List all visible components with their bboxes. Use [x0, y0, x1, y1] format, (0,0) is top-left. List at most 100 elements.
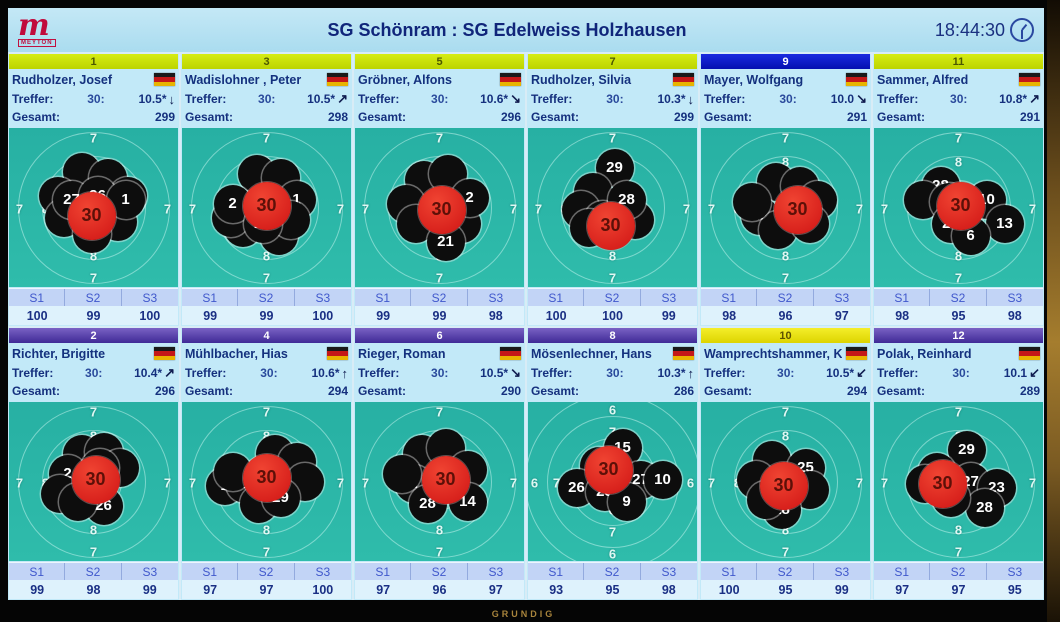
ring-number-label: 8 — [781, 154, 790, 169]
lane-number: 11 — [952, 55, 965, 68]
series-value-cell: 100 — [139, 308, 161, 323]
trend-arrow-icon: ↘ — [856, 91, 867, 106]
shooter-panel: 5 Gröbner, Alfons Treffer: 30: 10.6* ↘ G… — [354, 54, 525, 326]
ring-number-label: 7 — [509, 475, 518, 490]
trend-arrow-icon: ↙ — [856, 365, 867, 380]
ring-number-label: 7 — [880, 475, 889, 490]
gesamt-label: Gesamt: — [877, 110, 926, 124]
series-value-cell: 99 — [834, 582, 849, 597]
shots-count: 30: — [431, 92, 449, 106]
shot-marker: 13 — [985, 204, 1024, 243]
ring-number-label: 7 — [188, 201, 197, 216]
trend-arrow-icon: ↘ — [510, 365, 521, 380]
target-ring — [17, 405, 170, 558]
shooter-name: Wadislohner , Peter — [185, 72, 302, 87]
target-display: 78787872830 — [701, 128, 870, 287]
series-header-cell: S1 — [528, 563, 585, 580]
series-value-cell: 99 — [30, 582, 45, 597]
tv-brand-logo: GRUNDIG — [491, 609, 556, 619]
clock-time: 18:44:30 — [934, 19, 1005, 40]
ring-number-label: 7 — [435, 130, 444, 145]
series-header-row: S1 S2 S3 — [874, 562, 1043, 580]
series-value-cell: 93 — [549, 582, 564, 597]
ring-number-label: 6 — [608, 402, 617, 417]
lane-number: 12 — [952, 329, 965, 342]
trend-arrow-icon: ↙ — [1029, 365, 1040, 380]
ring-number-label: 7 — [855, 475, 864, 490]
series-header-row: S1 S2 S3 — [701, 288, 870, 306]
treffer-label: Treffer: — [12, 366, 54, 380]
series-values-row: 97 97 95 — [874, 580, 1043, 599]
scoreboard-screen: m MEYTON SG Schönram : SG Edelweiss Holz… — [8, 8, 1044, 600]
shooter-name-row: Rudholzer, Silvia — [527, 69, 698, 90]
series-header-cell: S3 — [661, 290, 677, 305]
series-value-cell: 97 — [951, 582, 966, 597]
target-display: 7878787272612930 — [9, 128, 178, 287]
treffer-row: Treffer: 30: 10.0 ↘ — [700, 90, 871, 108]
series-header-row: S1 S2 S3 — [701, 562, 870, 580]
ring-number-label: 7 — [855, 201, 864, 216]
average-value: 10.3* — [657, 92, 686, 106]
target-ring — [190, 131, 343, 284]
shooter-name-row: Mösenlechner, Hans — [527, 343, 698, 364]
ring-number-label: 7 — [608, 524, 617, 539]
lane-number-bar: 9 — [701, 54, 870, 69]
series-values-row: 93 95 98 — [528, 580, 697, 599]
shooter-panel: 8 Mösenlechner, Hans Treffer: 30: 10.3* … — [527, 328, 698, 600]
series-header-cell: S1 — [701, 563, 758, 580]
ring-number-label: 8 — [954, 248, 963, 263]
lane-number: 2 — [90, 329, 97, 342]
series-value-cell: 98 — [661, 582, 676, 597]
series-values-row: 100 95 99 — [701, 580, 870, 599]
series-value-cell: 99 — [142, 582, 157, 597]
shooter-panel: 4 Mühlbacher, Hias Treffer: 30: 10.6* ↑ … — [181, 328, 352, 600]
gesamt-label: Gesamt: — [12, 110, 61, 124]
german-flag-icon — [673, 347, 694, 360]
series-header-cell: S1 — [9, 289, 66, 306]
series-header-cell: S1 — [355, 289, 412, 306]
gesamt-label: Gesamt: — [185, 110, 234, 124]
series-value-cell: 97 — [376, 582, 391, 597]
lane-number: 10 — [779, 329, 792, 342]
series-value-cell: 100 — [718, 582, 740, 597]
shooter-row-bottom: 2 Richter, Brigitte Treffer: 30: 10.4* ↗… — [8, 326, 1044, 600]
ring-number-label: 7 — [89, 130, 98, 145]
average-value: 10.0 — [830, 92, 855, 106]
series-value-cell: 99 — [661, 308, 676, 323]
shooter-name: Mühlbacher, Hias — [185, 346, 288, 361]
latest-shot-marker: 30 — [759, 461, 808, 510]
series-values-row: 98 96 97 — [701, 306, 870, 325]
clock-icon — [1010, 18, 1034, 42]
series-value-cell: 97 — [488, 582, 503, 597]
ring-number-label: 7 — [608, 270, 617, 285]
target-display: 7878787122930 — [182, 402, 351, 561]
ring-number-label: 7 — [954, 270, 963, 285]
ring-number-label: 6 — [530, 475, 539, 490]
shooter-name-row: Sammer, Alfred — [873, 69, 1044, 90]
german-flag-icon — [327, 347, 348, 360]
latest-shot-marker: 30 — [773, 185, 822, 234]
target-ring — [882, 131, 1035, 284]
ring-number-label: 7 — [336, 201, 345, 216]
treffer-row: Treffer: 30: 10.5* ↘ — [354, 364, 525, 382]
ring-number-label: 7 — [361, 475, 370, 490]
ring-number-label: 8 — [262, 522, 271, 537]
total-score: 299 — [673, 110, 694, 124]
treffer-row: Treffer: 30: 10.8* ↗ — [873, 90, 1044, 108]
total-score: 298 — [327, 110, 348, 124]
gesamt-row: Gesamt: 286 — [527, 382, 698, 400]
gesamt-row: Gesamt: 291 — [700, 108, 871, 126]
shooter-name-row: Wadislohner , Peter — [181, 69, 352, 90]
series-value-cell: 100 — [312, 308, 334, 323]
series-header-row: S1 S2 S3 — [528, 288, 697, 306]
treffer-row: Treffer: 30: 10.5* ↙ — [700, 364, 871, 382]
series-header-cell: S1 — [874, 563, 931, 580]
gesamt-label: Gesamt: — [12, 384, 61, 398]
gesamt-row: Gesamt: 299 — [527, 108, 698, 126]
treffer-row: Treffer: 30: 10.1 ↙ — [873, 364, 1044, 382]
trend-arrow-icon: ↗ — [1029, 91, 1040, 106]
lane-number-bar: 4 — [182, 328, 351, 343]
trend-arrow-icon: ↑ — [341, 365, 349, 381]
average-value: 10.5* — [480, 366, 509, 380]
ring-number-label: 7 — [781, 130, 790, 145]
